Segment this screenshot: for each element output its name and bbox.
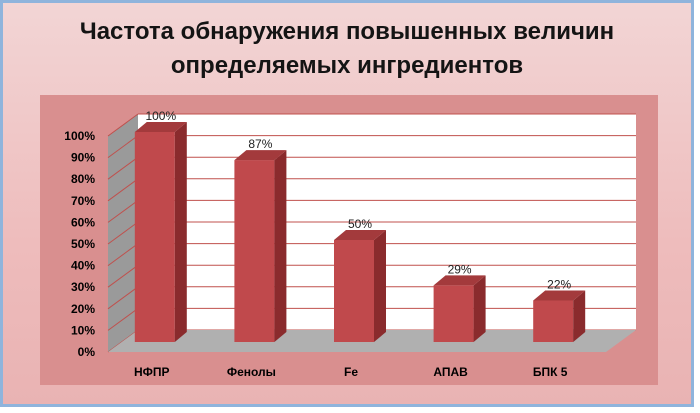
y-tick-label: 60% <box>71 215 95 229</box>
y-tick-label: 30% <box>71 280 95 294</box>
gridline-side <box>107 264 139 288</box>
gridline-side <box>107 113 139 137</box>
gridline-side <box>107 221 139 245</box>
chart-title: Частота обнаружения повышенных величин о… <box>3 15 691 83</box>
bar-side <box>573 290 586 342</box>
data-label: 87% <box>248 137 272 151</box>
y-tick-label: 50% <box>71 237 95 251</box>
gridline-side <box>107 178 139 202</box>
chart-title-line-1: Частота обнаружения повышенных величин <box>79 18 615 45</box>
bar-top <box>433 275 486 286</box>
bar-side <box>473 275 486 342</box>
x-tick-label: АПАВ <box>433 365 468 379</box>
y-tick-label: 80% <box>71 172 95 186</box>
gridline-side <box>107 199 139 223</box>
y-tick-label: 0% <box>78 345 96 359</box>
gridline-side <box>107 156 139 180</box>
bar <box>533 300 574 342</box>
bar <box>134 132 175 342</box>
y-tick-label: 90% <box>71 151 95 165</box>
bar-side <box>274 150 287 342</box>
bar-side <box>374 230 386 342</box>
data-label: 50% <box>348 217 372 231</box>
data-label: 29% <box>448 262 472 276</box>
data-label: 22% <box>547 277 571 291</box>
x-tick-label: Fe <box>344 365 358 379</box>
y-tick-label: 20% <box>71 302 95 316</box>
gridline-side <box>107 243 139 267</box>
gridline-side <box>107 286 139 310</box>
bar-side <box>174 122 187 342</box>
x-tick-label: Фенолы <box>227 365 276 379</box>
x-tick-label: НФПР <box>134 365 170 379</box>
bar-top <box>334 230 386 240</box>
bar <box>334 240 374 342</box>
x-tick-label: БПК 5 <box>533 365 568 379</box>
data-label: 100% <box>145 109 176 123</box>
bar-top <box>234 150 287 161</box>
gridline-side <box>107 307 139 331</box>
gridline-side <box>107 135 139 159</box>
bar <box>234 160 275 342</box>
bar-top <box>533 290 586 301</box>
bar-top <box>134 122 187 132</box>
y-tick-label: 100% <box>64 129 95 143</box>
y-tick-label: 10% <box>71 323 95 337</box>
bar <box>433 285 474 342</box>
y-tick-label: 40% <box>71 259 95 273</box>
chart-title-line-2: определяемых ингредиентов <box>170 52 524 79</box>
y-tick-label: 70% <box>71 194 95 208</box>
